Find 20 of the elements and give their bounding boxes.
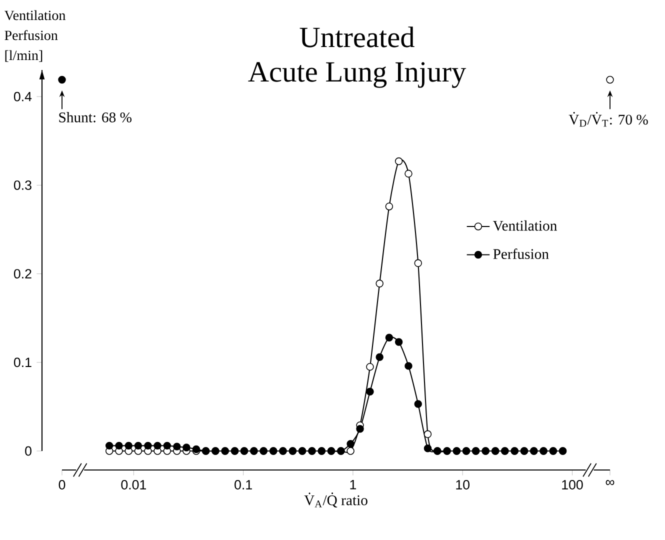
x-tick-label: 0.1 (234, 480, 252, 490)
legend-label: Perfusion (493, 248, 549, 260)
chart-title: Untreated (300, 26, 414, 48)
x-tick-label: 0 (58, 480, 66, 490)
x-tick-label: 10 (456, 480, 470, 490)
x-tick-label: 0.01 (121, 480, 146, 490)
y-tick-label: 0 (25, 446, 32, 456)
y-tick-label: 0.4 (14, 92, 32, 102)
y-tick-label: 0.1 (14, 358, 32, 368)
x-tick-label: ∞ (606, 480, 614, 486)
legend-label: Ventilation (492, 220, 557, 231)
x-tick-label: 1 (350, 480, 356, 490)
annotation: V̇$_{D}$/V̇$_{T}$: 70 % (568, 112, 648, 127)
annotation: Shunt: 68 % (59, 112, 132, 122)
chart-subtitle: Acute Lung Injury (248, 62, 466, 88)
y-axis-title: Ventilation Perfusion [l/min] (4, 10, 66, 62)
y-tick-label: 0.3 (14, 180, 32, 190)
x-axis-title: V̇$_{A}$/Q̇ ratio (304, 492, 368, 508)
y-tick-label: 0.2 (14, 269, 32, 279)
x-tick-label: 100 (562, 480, 583, 490)
